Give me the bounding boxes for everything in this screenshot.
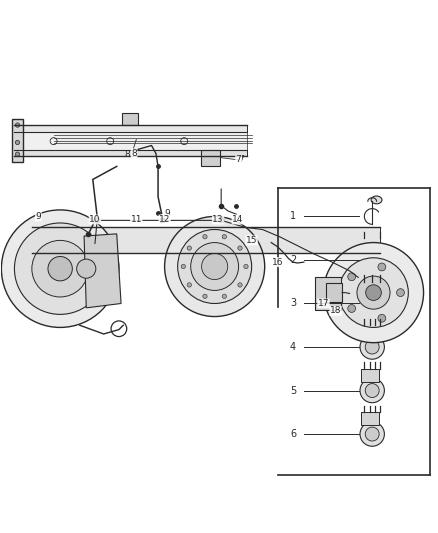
Text: 17: 17	[318, 299, 329, 308]
Text: 7: 7	[236, 156, 241, 164]
Bar	[361, 369, 379, 382]
Circle shape	[348, 273, 356, 281]
Circle shape	[348, 304, 356, 312]
Text: 7: 7	[239, 156, 244, 164]
Circle shape	[323, 243, 424, 343]
Circle shape	[181, 264, 185, 269]
Circle shape	[378, 263, 386, 271]
Circle shape	[365, 340, 379, 354]
Circle shape	[360, 248, 385, 272]
Text: 3: 3	[290, 298, 296, 309]
Text: 8: 8	[131, 149, 137, 158]
Circle shape	[366, 285, 381, 301]
Circle shape	[203, 294, 207, 298]
Polygon shape	[32, 228, 380, 254]
Polygon shape	[14, 150, 247, 156]
Ellipse shape	[371, 196, 382, 204]
Circle shape	[187, 282, 191, 287]
Circle shape	[378, 314, 386, 322]
Circle shape	[77, 259, 96, 278]
Bar	[361, 413, 379, 425]
Text: 9: 9	[35, 212, 41, 221]
Circle shape	[365, 253, 379, 267]
Bar	[315, 277, 341, 310]
Text: 11: 11	[131, 215, 142, 224]
Text: 5: 5	[290, 385, 296, 395]
Bar	[122, 113, 138, 125]
Text: 1: 1	[290, 212, 296, 221]
Circle shape	[238, 246, 242, 251]
Circle shape	[1, 210, 119, 327]
Circle shape	[222, 235, 226, 239]
Text: 13: 13	[212, 215, 224, 224]
Circle shape	[203, 235, 207, 239]
Circle shape	[187, 246, 191, 251]
Circle shape	[15, 140, 20, 144]
Polygon shape	[14, 133, 247, 150]
Bar	[361, 238, 379, 251]
Circle shape	[32, 240, 88, 297]
Text: 4: 4	[290, 342, 296, 352]
Circle shape	[396, 289, 404, 296]
Polygon shape	[12, 118, 23, 162]
Text: 15: 15	[246, 236, 258, 245]
Circle shape	[357, 276, 390, 309]
Circle shape	[360, 292, 385, 316]
Circle shape	[238, 282, 242, 287]
Circle shape	[14, 223, 106, 314]
Circle shape	[15, 123, 20, 127]
Text: 18: 18	[330, 306, 341, 316]
Text: 6: 6	[290, 429, 296, 439]
Circle shape	[360, 378, 385, 403]
Text: 14: 14	[232, 215, 244, 224]
Polygon shape	[14, 125, 247, 133]
Polygon shape	[84, 234, 121, 308]
Circle shape	[244, 264, 248, 269]
Bar	[361, 282, 379, 295]
Bar	[361, 325, 379, 338]
Text: 10: 10	[89, 215, 101, 224]
Text: 9: 9	[164, 209, 170, 218]
Text: 2: 2	[290, 255, 296, 265]
Circle shape	[191, 243, 239, 290]
Circle shape	[365, 427, 379, 441]
Text: 16: 16	[272, 257, 283, 266]
Circle shape	[365, 384, 379, 398]
Circle shape	[48, 256, 72, 281]
Circle shape	[165, 216, 265, 317]
Circle shape	[15, 152, 20, 156]
Circle shape	[222, 294, 226, 298]
Bar	[325, 282, 342, 302]
Circle shape	[201, 254, 228, 279]
Circle shape	[365, 296, 379, 310]
Circle shape	[178, 230, 252, 303]
Bar	[201, 150, 220, 166]
Circle shape	[360, 422, 385, 446]
Circle shape	[339, 258, 408, 327]
Text: 12: 12	[159, 215, 170, 224]
Circle shape	[360, 335, 385, 359]
Text: 8: 8	[124, 150, 130, 159]
